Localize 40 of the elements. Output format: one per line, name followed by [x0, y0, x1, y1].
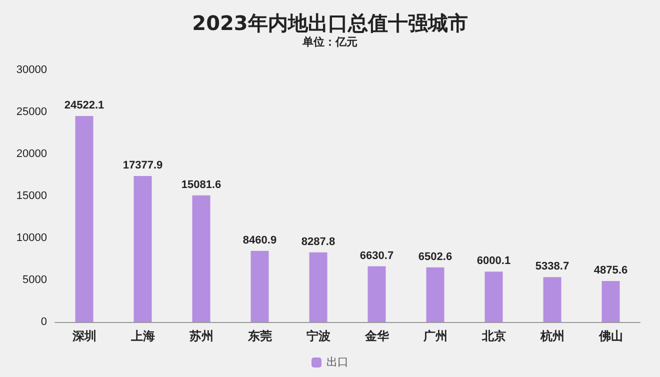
- bar: [484, 272, 503, 322]
- bar: [309, 252, 328, 322]
- x-tick-label: 金华: [364, 329, 390, 343]
- x-tick-label: 杭州: [539, 329, 564, 343]
- y-tick-label: 25000: [16, 106, 47, 118]
- x-tick-label: 广州: [422, 329, 448, 343]
- data-label: 5338.7: [535, 260, 570, 273]
- bar: [75, 116, 94, 322]
- chart-title: 2023年内地出口总值十强城市: [192, 11, 468, 35]
- data-label: 8460.9: [242, 234, 277, 246]
- x-tick-label: 深圳: [71, 329, 96, 343]
- legend-label: 出口: [326, 356, 348, 368]
- data-label: 17377.9: [122, 160, 163, 172]
- bar: [543, 277, 562, 322]
- x-tick-label: 苏州: [188, 329, 214, 343]
- data-label: 6630.7: [360, 250, 394, 262]
- y-tick-label: 5000: [22, 274, 47, 286]
- x-tick-label: 东莞: [246, 329, 272, 343]
- x-tick-label: 上海: [130, 329, 155, 343]
- y-tick-label: 0: [40, 316, 47, 328]
- y-tick-label: 30000: [16, 64, 47, 76]
- data-label: 4875.6: [594, 264, 628, 277]
- bar: [134, 176, 152, 322]
- data-label: 8287.8: [301, 236, 336, 248]
- data-label: 6000.1: [476, 255, 511, 268]
- x-tick-label: 宁波: [306, 329, 332, 343]
- bar: [426, 267, 444, 322]
- x-tick-label: 北京: [480, 329, 506, 343]
- data-label: 6502.6: [418, 250, 452, 263]
- data-label: 15081.6: [181, 178, 222, 191]
- data-label: 24522.1: [64, 100, 104, 112]
- bar: [192, 195, 210, 322]
- bar: [368, 266, 386, 322]
- y-tick-label: 20000: [16, 148, 47, 160]
- y-tick-label: 15000: [16, 190, 47, 202]
- chart-subtitle: 单位：亿元: [302, 36, 358, 48]
- y-tick-label: 10000: [16, 232, 47, 244]
- bar: [602, 281, 620, 322]
- bar: [250, 250, 269, 322]
- x-tick-label: 佛山: [598, 329, 623, 343]
